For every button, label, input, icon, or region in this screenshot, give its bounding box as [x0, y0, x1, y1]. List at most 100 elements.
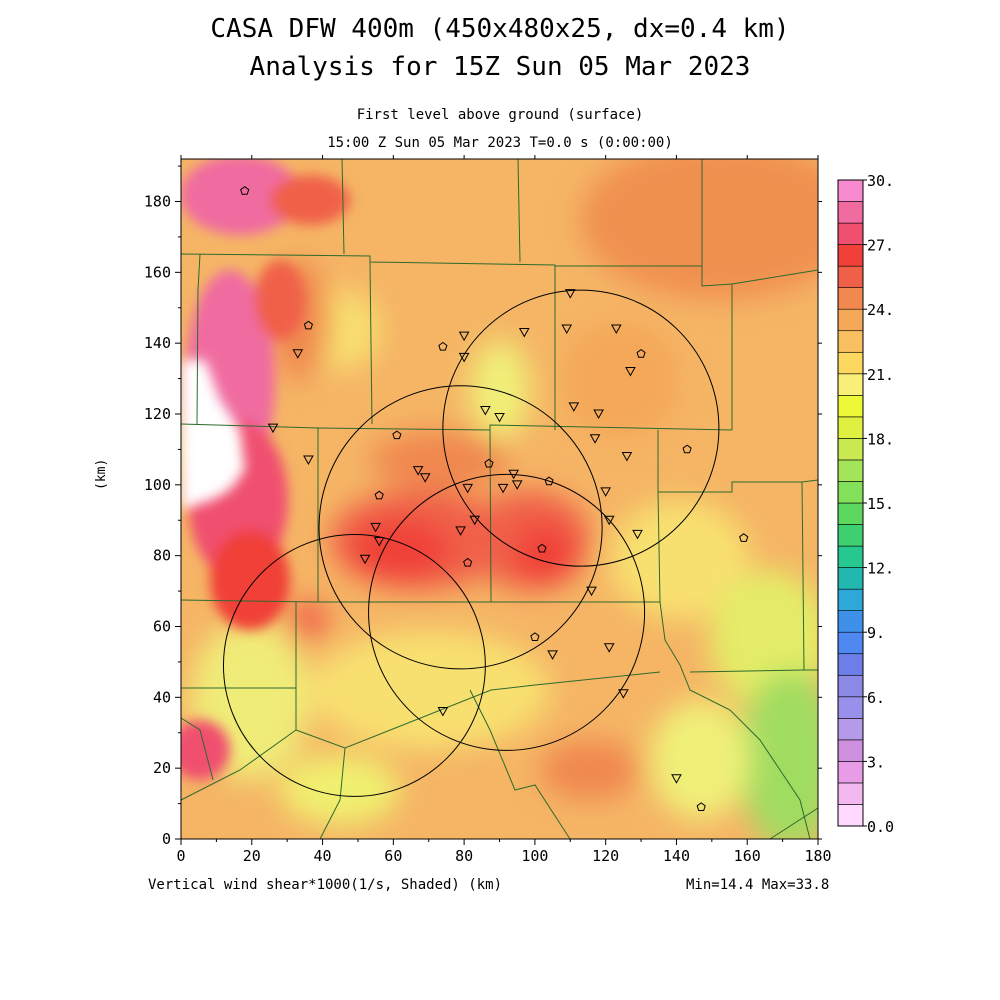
colorbar-label: 12.: [867, 560, 894, 578]
site-triangle-marker: [292, 349, 304, 359]
site-triangle-marker: [586, 586, 597, 597]
site-triangle-marker: [455, 526, 466, 536]
axes: 0 20 40 60 80 100 120 140 160 180 0 20 40 60 80 100 120 1…: [144, 155, 832, 865]
site-triangle-marker: [412, 466, 424, 476]
colorbar-label: 15.: [867, 495, 894, 513]
site-triangle-marker: [610, 324, 622, 335]
radar-coverage-circle: [222, 534, 486, 797]
site-triangle-marker: [547, 650, 558, 660]
colorbar-segment: [837, 373, 864, 396]
colorbar: 30. 27. 24. 21. 18. 15. 12. 9. 6. 3. 0.0: [837, 172, 894, 836]
site-pentagon-marker: [374, 490, 384, 500]
site-triangle-marker: [564, 289, 576, 299]
county-boundary: [489, 429, 492, 603]
site-triangle-marker: [600, 487, 612, 497]
site-pentagon-marker: [696, 802, 706, 811]
colorbar-segment: [837, 610, 864, 633]
site-triangle-marker: [267, 423, 279, 434]
site-pentagon-marker: [544, 476, 554, 486]
y-tick-label: 140: [144, 334, 171, 352]
colorbar-segment: [837, 718, 864, 741]
site-pentagon-marker: [636, 348, 646, 358]
y-tick-label: 20: [153, 759, 171, 777]
site-triangle-marker: [359, 554, 371, 565]
field-label: Vertical wind shear*1000(1/s, Shaded) (k…: [148, 877, 503, 893]
y-tick-label: 100: [144, 476, 171, 494]
site-triangle-marker: [625, 367, 636, 377]
site-triangle-marker: [494, 413, 505, 423]
colorbar-label: 30.: [867, 172, 894, 190]
x-tick-label: 140: [663, 847, 690, 865]
site-triangle-marker: [603, 515, 615, 526]
colorbar-label: 18.: [867, 430, 894, 448]
colorbar-segment: [837, 330, 864, 353]
county-boundary: [469, 689, 571, 840]
site-triangle-marker: [593, 409, 604, 420]
site-pentagon-marker: [739, 533, 749, 542]
colorbar-label: 6.: [867, 689, 885, 707]
colorbar-segment: [837, 545, 864, 568]
x-tick-label: 120: [592, 847, 619, 865]
site-triangle-marker: [419, 473, 431, 483]
colorbar-segment: [837, 696, 864, 719]
y-tick-label: 80: [153, 547, 171, 565]
colorbar-segment: [837, 631, 864, 655]
colorbar-segment: [837, 395, 864, 418]
colorbar-label: 21.: [867, 366, 894, 384]
colorbar-label: 9.: [867, 624, 885, 642]
colorbar-segment: [837, 438, 864, 461]
county-boundary: [341, 158, 345, 255]
site-triangle-marker: [671, 774, 682, 784]
shaded-field: [181, 159, 818, 839]
colorbar-segment: [837, 351, 864, 375]
county-boundary: [657, 491, 661, 603]
colorbar-segment: [837, 739, 864, 762]
y-tick-label: 60: [153, 618, 171, 636]
colorbar-segment: [837, 416, 864, 439]
colorbar-segment: [837, 524, 864, 547]
site-triangle-marker: [497, 483, 509, 494]
site-pentagon-marker: [682, 444, 692, 454]
county-boundary: [180, 717, 214, 781]
colorbar-segment: [837, 459, 864, 482]
radar-coverage-circle: [368, 473, 646, 751]
site-markers: [240, 186, 749, 811]
site-triangle-marker: [568, 402, 580, 412]
x-tick-label: 0: [176, 847, 185, 865]
county-boundary: [369, 261, 373, 425]
site-triangle-marker: [618, 689, 629, 699]
county-boundary: [180, 688, 297, 801]
site-triangle-marker: [303, 455, 314, 466]
colorbar-segment: [837, 179, 864, 202]
radar-coverage-circle: [442, 289, 720, 567]
county-boundary: [657, 430, 819, 493]
radar-coverage-circles: [222, 289, 720, 797]
min-max-readout: Min=14.4 Max=33.8: [686, 877, 830, 893]
y-tick-label: 40: [153, 688, 171, 706]
site-triangle-marker: [632, 529, 643, 540]
map-subtitle-line2: 15:00 Z Sun 05 Mar 2023 T=0.0 s (0:00:00…: [327, 135, 673, 151]
site-triangle-marker: [370, 522, 381, 533]
site-triangle-marker: [469, 515, 481, 526]
colorbar-segment: [837, 308, 864, 332]
colorbar-segment: [837, 502, 864, 525]
site-triangle-marker: [458, 352, 470, 363]
site-pentagon-marker: [303, 320, 313, 330]
y-tick-label: 120: [144, 405, 171, 423]
colorbar-segment: [837, 222, 864, 245]
radar-coverage-circle: [318, 385, 603, 670]
colorbar-segment: [837, 804, 864, 827]
site-pentagon-marker: [392, 430, 402, 440]
county-boundary: [689, 669, 805, 673]
colorbar-segment: [837, 201, 864, 224]
y-tick-label: 180: [144, 193, 171, 211]
site-triangle-marker: [462, 483, 474, 494]
map-subtitle-line1: First level above ground (surface): [356, 107, 644, 123]
map-title-line1: CASA DFW 400m (450x480x25, dx=0.4 km): [210, 14, 790, 44]
site-pentagon-marker: [463, 557, 473, 567]
site-triangle-marker: [511, 480, 523, 490]
x-tick-label: 100: [521, 847, 548, 865]
x-tick-label: 60: [384, 847, 402, 865]
site-triangle-marker: [437, 707, 449, 717]
